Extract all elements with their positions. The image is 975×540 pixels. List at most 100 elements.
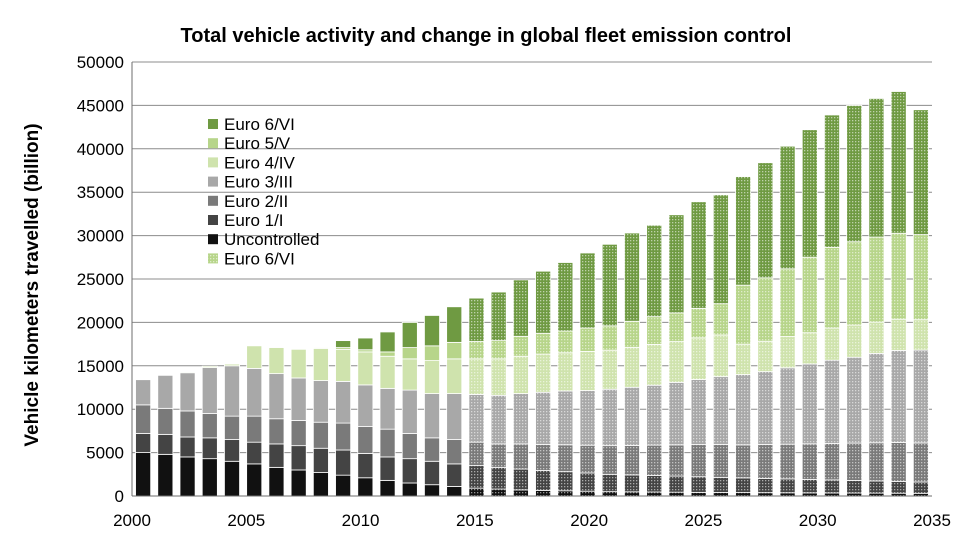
bar-segment-projection-pattern bbox=[624, 232, 640, 322]
bar-segment-projection-pattern bbox=[691, 308, 707, 338]
y-tick-label: 10000 bbox=[77, 400, 124, 419]
bar-segment bbox=[401, 321, 418, 348]
bar-segment-projection-pattern bbox=[735, 176, 751, 286]
bar-segment bbox=[446, 358, 463, 394]
bar-segment bbox=[424, 345, 440, 361]
bar-segment-projection-pattern bbox=[802, 479, 818, 493]
bar-segment-projection-pattern bbox=[557, 262, 573, 332]
bar-segment-projection-pattern bbox=[535, 333, 551, 355]
bar-segment-projection-pattern bbox=[691, 379, 707, 445]
bar-segment bbox=[290, 445, 307, 471]
bar-segment bbox=[246, 415, 263, 443]
bar-segment bbox=[290, 469, 307, 497]
bar-segment-projection-pattern bbox=[624, 347, 640, 388]
bar-segment-projection-pattern bbox=[913, 482, 929, 494]
y-tick-label: 40000 bbox=[77, 140, 124, 159]
bar-segment-projection-pattern bbox=[624, 491, 640, 496]
bar-segment-projection-pattern bbox=[868, 353, 884, 443]
bar-segment-projection-pattern bbox=[535, 444, 551, 471]
bar-segment-projection-pattern bbox=[824, 247, 840, 329]
bar-segment-projection-pattern bbox=[668, 382, 684, 445]
bar-segment bbox=[157, 374, 174, 409]
bar-segment-projection-pattern bbox=[846, 493, 862, 496]
bar-segment-projection-pattern bbox=[913, 319, 929, 351]
bar-segment-projection-pattern bbox=[491, 395, 507, 444]
bar-segment-projection-pattern bbox=[580, 445, 596, 473]
bar-segment bbox=[357, 384, 374, 427]
bar-segment bbox=[424, 393, 440, 439]
legend-swatch bbox=[208, 215, 218, 225]
bar-segment-projection-pattern bbox=[513, 393, 529, 444]
bar-segment-projection-pattern bbox=[913, 109, 929, 235]
bar-segment-projection-pattern bbox=[846, 325, 862, 358]
bar-segment-projection-pattern bbox=[846, 241, 862, 326]
bar-segment bbox=[224, 415, 240, 440]
legend-swatch bbox=[208, 119, 218, 129]
bar-segment-projection-pattern bbox=[780, 492, 796, 496]
legend-swatch bbox=[208, 157, 218, 168]
bar-segment-projection-pattern bbox=[513, 469, 529, 490]
bar-segment-projection-pattern bbox=[891, 91, 907, 234]
y-tick-label: 25000 bbox=[77, 270, 124, 289]
bar-segment-projection-pattern bbox=[757, 371, 773, 445]
bar-segment-projection-pattern bbox=[624, 474, 640, 492]
bar-segment bbox=[379, 331, 396, 353]
bar-segment-projection-pattern bbox=[491, 358, 507, 396]
bar-segment-projection-pattern bbox=[780, 268, 796, 337]
legend-label: Euro 6/VI bbox=[224, 115, 295, 134]
bar-segment-projection-pattern bbox=[557, 390, 573, 445]
bar-segment-projection-pattern bbox=[891, 493, 907, 496]
bar-segment-projection-pattern bbox=[802, 492, 818, 496]
legend-swatch bbox=[208, 195, 218, 206]
bar-segment-projection-pattern bbox=[824, 479, 840, 493]
legend-label: Uncontrolled bbox=[224, 230, 319, 249]
x-tick-label: 2025 bbox=[685, 511, 723, 530]
bar-segment-projection-pattern bbox=[602, 350, 618, 390]
bar-segment-projection-pattern bbox=[757, 341, 773, 372]
bar-segment-projection-pattern bbox=[868, 480, 884, 494]
y-tick-label: 15000 bbox=[77, 357, 124, 376]
legend-label: Euro 6/VI bbox=[224, 249, 295, 268]
bar-segment bbox=[268, 418, 285, 445]
bar-segment bbox=[424, 437, 440, 462]
bar-segment bbox=[268, 466, 285, 497]
bar-segment-projection-pattern bbox=[691, 476, 707, 493]
legend-label: Euro 3/III bbox=[224, 173, 293, 192]
bar-segment bbox=[401, 458, 418, 484]
bar-segment bbox=[179, 456, 196, 497]
bar-segment-projection-pattern bbox=[868, 98, 884, 238]
bar-segment-projection-pattern bbox=[513, 443, 529, 470]
bar-segment-projection-pattern bbox=[735, 285, 751, 345]
bar-segment-projection-pattern bbox=[824, 360, 840, 444]
legend-swatch-pattern bbox=[208, 253, 218, 264]
x-tick-labels: 2000 2005 2010 2015 2020 2025 2030 2035 bbox=[113, 511, 951, 530]
bar-segment bbox=[357, 337, 374, 351]
bar-segment bbox=[446, 463, 463, 487]
bar-segment-projection-pattern bbox=[646, 344, 662, 386]
bar-segment-projection-pattern bbox=[624, 321, 640, 348]
x-tick-label: 2035 bbox=[913, 511, 951, 530]
bar-segment bbox=[379, 428, 396, 458]
bar-segment bbox=[179, 372, 196, 412]
bar-segment-projection-pattern bbox=[713, 444, 729, 478]
axes bbox=[131, 62, 932, 497]
legend-label: Euro 4/IV bbox=[224, 153, 296, 172]
bar-segment-projection-pattern bbox=[780, 478, 796, 493]
bar-segment bbox=[157, 453, 174, 497]
bar-segment-projection-pattern bbox=[780, 146, 796, 269]
bar-segment bbox=[424, 460, 440, 486]
bar-segment bbox=[401, 482, 418, 497]
bar-segment-projection-pattern bbox=[824, 114, 840, 248]
bar-segment-projection-pattern bbox=[646, 225, 662, 317]
bar-segment-projection-pattern bbox=[802, 363, 818, 444]
bar-segment-projection-pattern bbox=[824, 492, 840, 496]
bar-segment-projection-pattern bbox=[735, 374, 751, 445]
bar-segment bbox=[246, 345, 263, 369]
bar-segment bbox=[379, 479, 396, 497]
bar-segment bbox=[379, 387, 396, 430]
bar-segment bbox=[424, 484, 440, 497]
bar-segment-projection-pattern bbox=[624, 445, 640, 475]
bar-segment bbox=[379, 456, 396, 481]
